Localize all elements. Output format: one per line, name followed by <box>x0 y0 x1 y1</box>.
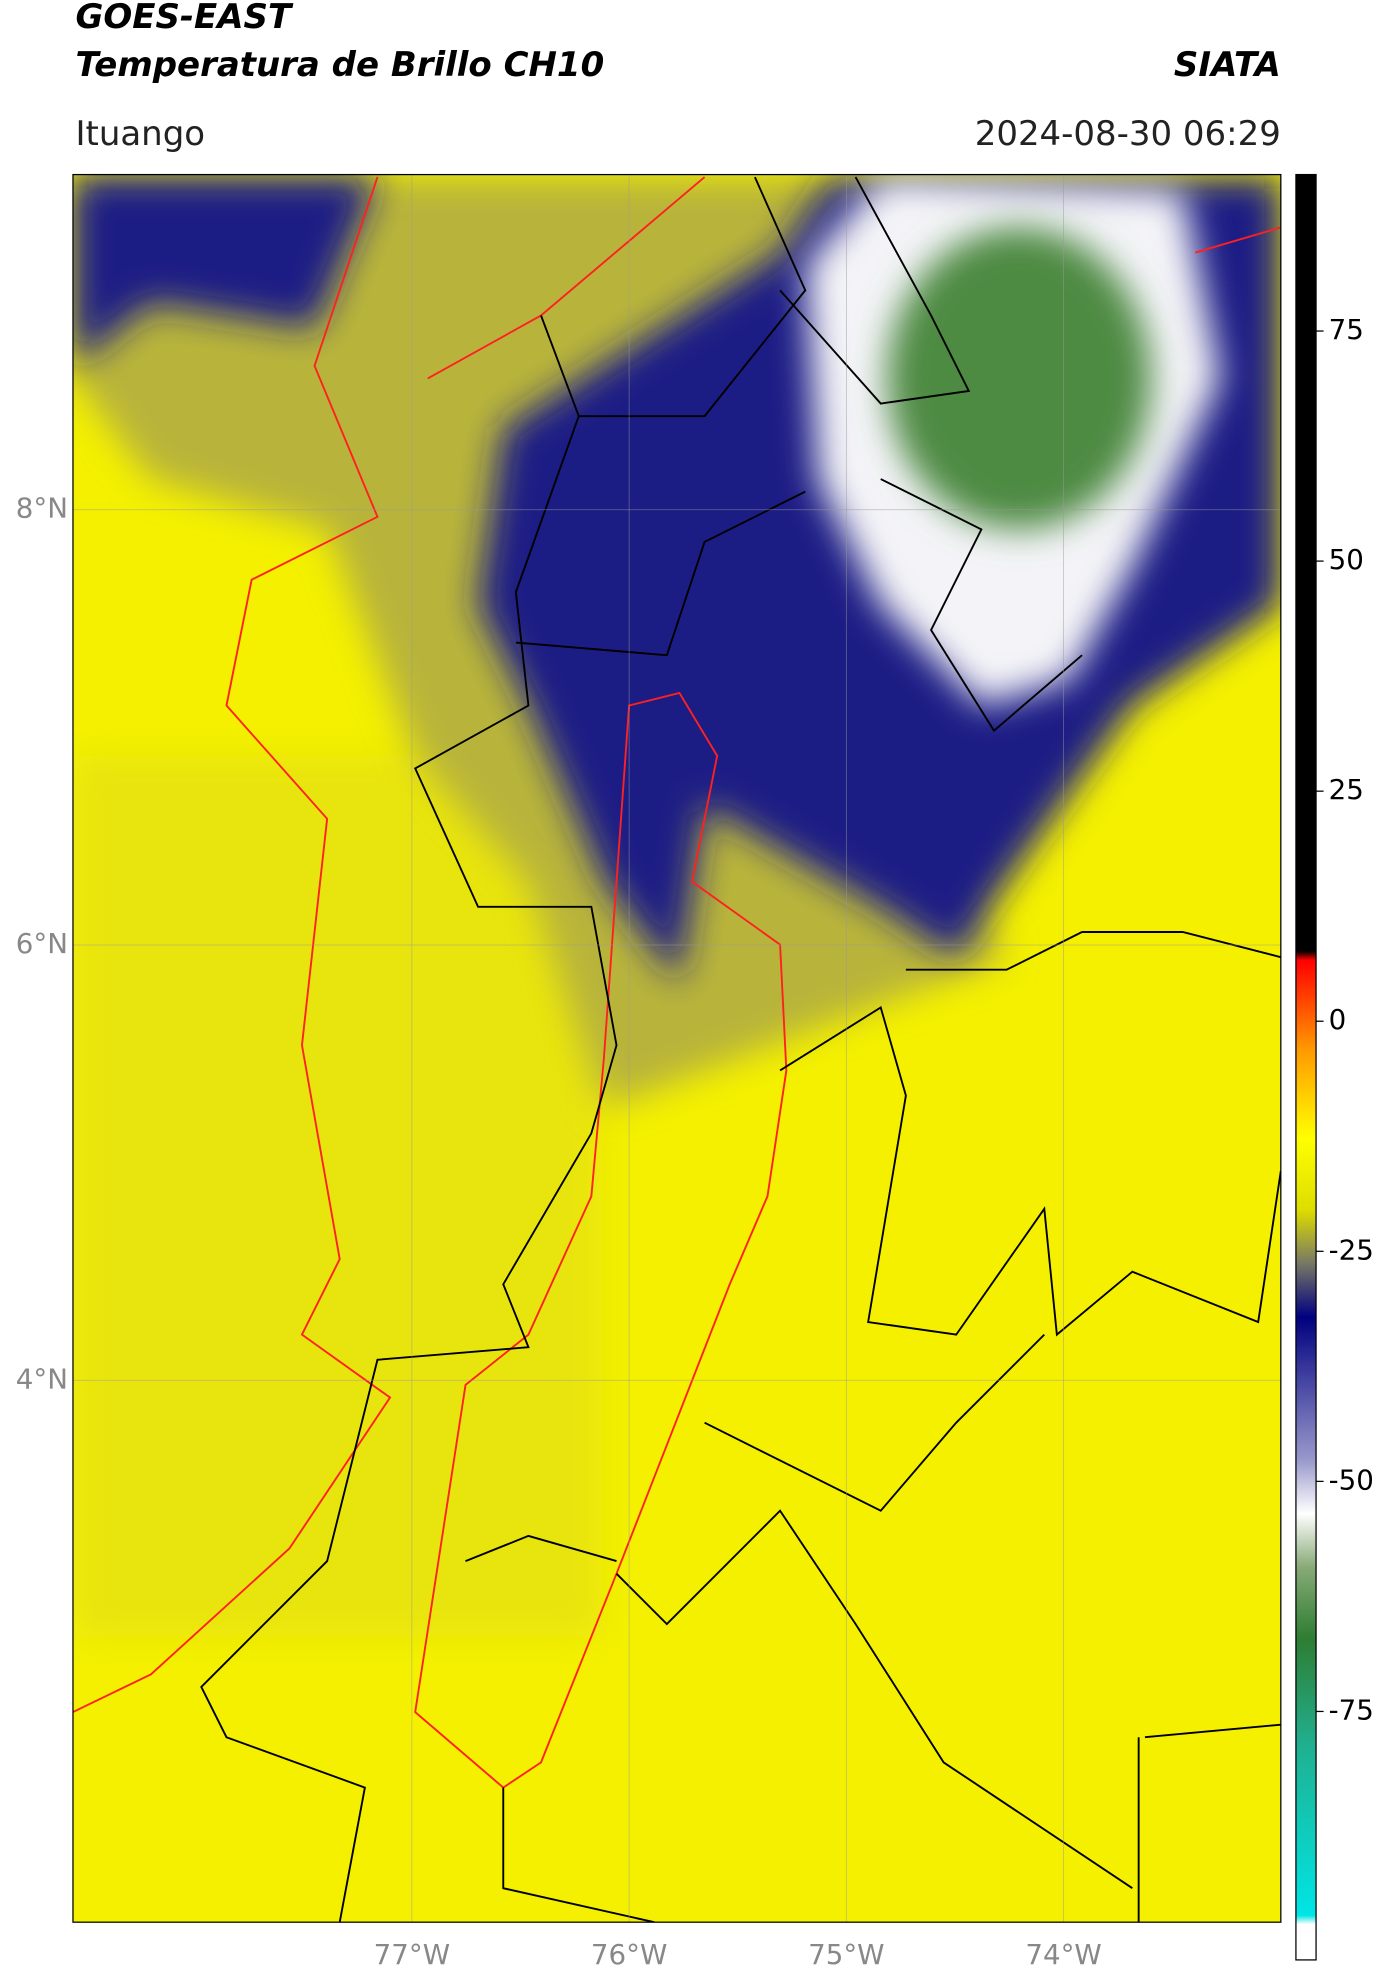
colorbar-tick-label: -75 <box>1329 1693 1374 1726</box>
map-image <box>72 174 1281 1923</box>
lat-label: 6°N <box>16 927 68 960</box>
colorbar-axis: 75 50 25 0 -25 -50 -75 <box>1316 313 1374 1726</box>
lon-label: 76°W <box>591 1938 667 1971</box>
colorbar-tick-label: 75 <box>1329 313 1364 346</box>
colorbar-tick-label: 0 <box>1329 1003 1347 1036</box>
lat-label: 4°N <box>16 1362 68 1395</box>
colorbar <box>1295 173 1317 1961</box>
lon-label: 75°W <box>808 1938 884 1971</box>
graticule: 77°W 76°W 75°W 74°W 8°N 6°N 4°N <box>16 174 1281 1971</box>
brand: SIATA <box>1174 45 1281 85</box>
colorbar-tick-label: -50 <box>1329 1463 1374 1496</box>
colorbar-tick-label: 50 <box>1329 543 1364 576</box>
region: Ituango <box>75 114 205 154</box>
timestamp: 2024-08-30 06:29 <box>975 114 1281 154</box>
lat-label: 8°N <box>16 492 68 525</box>
title: GOES-EAST <box>75 0 293 37</box>
map-frame <box>72 173 1282 1923</box>
lon-label: 77°W <box>374 1938 450 1971</box>
colorbar-tick-label: 25 <box>1329 773 1364 806</box>
lon-label: 74°W <box>1025 1938 1101 1971</box>
subtitle: Temperatura de Brillo CH10 <box>75 45 604 85</box>
colorbar-tick-label: -25 <box>1329 1233 1374 1266</box>
